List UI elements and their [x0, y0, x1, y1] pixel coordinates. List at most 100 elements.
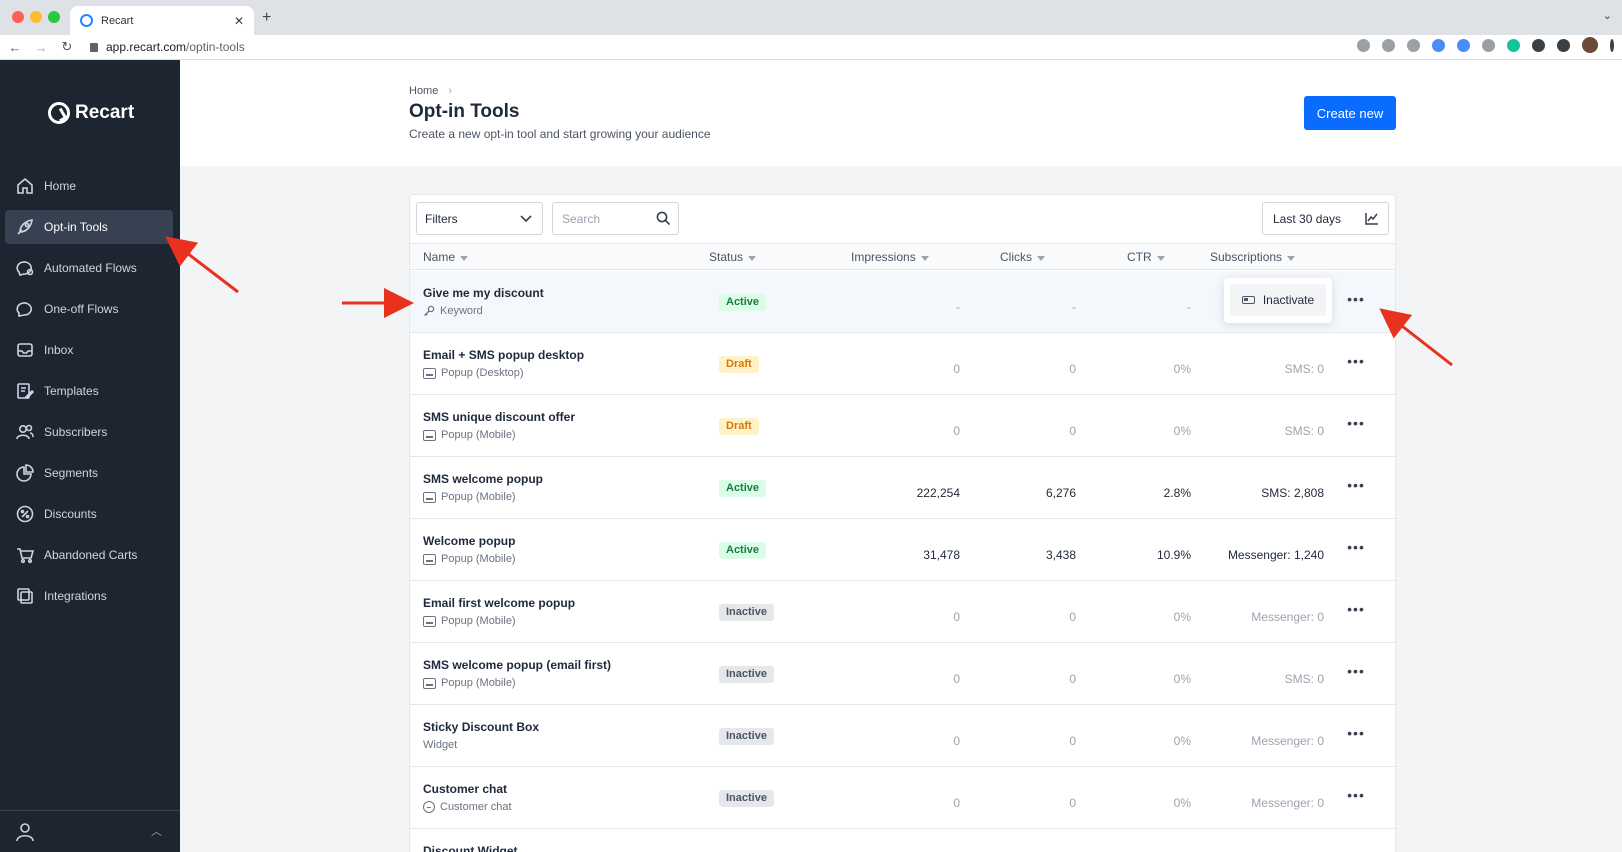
opt-in-tool-name[interactable]: SMS unique discount offer	[423, 410, 575, 424]
opt-in-tool-name[interactable]: Sticky Discount Box	[423, 720, 540, 734]
type-label: Widget	[423, 739, 458, 751]
tab-list-chevron-icon[interactable]: ⌄	[1602, 10, 1612, 22]
puzzle-extensions-icon[interactable]	[1532, 39, 1545, 52]
search-input[interactable]	[553, 203, 648, 234]
more-actions-icon[interactable]: •••	[1347, 291, 1365, 307]
column-header-name[interactable]: Name	[423, 250, 469, 264]
more-actions-icon[interactable]: •••	[1347, 415, 1365, 431]
opt-in-tool-name[interactable]: SMS welcome popup	[423, 472, 544, 486]
table-row[interactable]: SMS welcome popup Popup (Mobile) Active 222…	[410, 457, 1395, 519]
column-header-ctr[interactable]: CTR	[1127, 250, 1165, 264]
status-badge: Inactive	[719, 604, 774, 621]
inactivate-button[interactable]: Inactivate	[1230, 284, 1326, 316]
sidebar-item-subscribers[interactable]: Subscribers	[5, 415, 173, 449]
url-field[interactable]: app.recart.com/optin-tools	[90, 40, 245, 54]
chevron-right-icon: ›	[448, 85, 453, 97]
row-actions-popover: Inactivate	[1224, 278, 1332, 323]
browser-menu-icon[interactable]	[1610, 39, 1614, 52]
opt-in-tool-name[interactable]: Give me my discount	[423, 286, 544, 300]
table-row[interactable]: SMS welcome popup (email first) Popup (Mo…	[410, 643, 1395, 705]
opt-in-tool-name[interactable]: Email + SMS popup desktop	[423, 348, 585, 362]
sidebar-item-abandoned-carts[interactable]: Abandoned Carts	[5, 538, 173, 572]
forward-arrow-icon[interactable]: →	[34, 39, 48, 55]
chat-icon	[423, 801, 435, 813]
ctr-value: 0%	[1173, 796, 1191, 810]
sidebar-item-automated-flows[interactable]: Automated Flows	[5, 251, 173, 285]
chart-line-icon[interactable]	[1365, 212, 1379, 225]
browser-tab[interactable]: Recart ✕	[70, 6, 254, 35]
sidebar-item-integrations[interactable]: Integrations	[5, 579, 173, 613]
more-actions-icon[interactable]: •••	[1347, 787, 1365, 803]
key-icon	[423, 305, 435, 317]
table-row[interactable]: Customer chat Customer chat Inactive 0 0 0% Me…	[410, 767, 1395, 829]
chevron-up-icon[interactable]: ︿	[151, 826, 162, 838]
extension-icon[interactable]	[1457, 39, 1470, 52]
sidebar-item-label: Discounts	[44, 507, 97, 521]
sidebar-item-templates[interactable]: Templates	[5, 374, 173, 408]
profile-avatar[interactable]	[1582, 37, 1598, 53]
sidebar-item-inbox[interactable]: Inbox	[5, 333, 173, 367]
clicks-value: 0	[1069, 734, 1076, 748]
subscriptions-value: Messenger: 1,240	[1227, 548, 1324, 562]
sort-caret-icon	[748, 255, 757, 261]
extension-icon[interactable]	[1482, 39, 1495, 52]
column-label: Impressions	[851, 250, 916, 264]
share-icon[interactable]	[1382, 39, 1395, 52]
more-actions-icon[interactable]: •••	[1347, 601, 1365, 617]
column-header-clicks[interactable]: Clicks	[1000, 250, 1045, 264]
impressions-value: 0	[953, 796, 960, 810]
impressions-value: 0	[953, 362, 960, 376]
table-row[interactable]: Give me my discount Keyword Active - - - Inact…	[410, 271, 1395, 333]
opt-in-tool-name[interactable]: SMS welcome popup (email first)	[423, 658, 612, 672]
opt-in-tool-name[interactable]: Customer chat	[423, 782, 508, 796]
window-maximize-button[interactable]	[48, 11, 60, 23]
grammarly-extension-icon[interactable]	[1507, 39, 1520, 52]
rocket-icon	[15, 217, 35, 237]
recart-extension-icon[interactable]	[1432, 39, 1445, 52]
column-label: CTR	[1127, 250, 1152, 264]
recart-logo[interactable]: Recart	[48, 102, 134, 124]
column-header-status[interactable]: Status	[709, 250, 757, 264]
impressions-value: 31,478	[923, 548, 960, 562]
sidebar-item-home[interactable]: Home	[5, 169, 173, 203]
table-row[interactable]: Email first welcome popup Popup (Mobile) I…	[410, 581, 1395, 643]
search-icon[interactable]	[656, 211, 671, 229]
filters-dropdown[interactable]: Filters	[416, 202, 543, 235]
zoom-icon[interactable]	[1357, 39, 1370, 52]
table-row[interactable]: Discount Widget	[410, 829, 1395, 852]
url-path: /optin-tools	[186, 40, 245, 54]
window-close-button[interactable]	[12, 11, 24, 23]
opt-in-tool-name[interactable]: Discount Widget	[423, 844, 518, 852]
column-header-subscriptions[interactable]: Subscriptions	[1210, 250, 1296, 264]
bookmark-star-icon[interactable]	[1407, 39, 1420, 52]
date-range-selector[interactable]: Last 30 days	[1262, 202, 1389, 235]
sidebar-item-discounts[interactable]: Discounts	[5, 497, 173, 531]
sidebar-item-opt-in-tools[interactable]: Opt-in Tools	[5, 210, 173, 244]
reload-icon[interactable]: ↻	[61, 39, 73, 54]
breadcrumb-home-link[interactable]: Home	[409, 85, 439, 97]
new-tab-icon[interactable]: +	[262, 9, 272, 26]
create-new-button[interactable]: Create new	[1304, 96, 1396, 130]
table-row[interactable]: Welcome popup Popup (Mobile) Active 31,478 3…	[410, 519, 1395, 581]
sidebar-item-segments[interactable]: Segments	[5, 456, 173, 490]
window-minimize-button[interactable]	[30, 11, 42, 23]
sidebar-item-label: One-off Flows	[44, 302, 119, 316]
opt-in-tool-name[interactable]: Welcome popup	[423, 534, 516, 548]
search-box	[552, 202, 679, 235]
column-header-impressions[interactable]: Impressions	[851, 250, 929, 264]
sidebar-item-one-off-flows[interactable]: One-off Flows	[5, 292, 173, 326]
more-actions-icon[interactable]: •••	[1347, 353, 1365, 369]
more-actions-icon[interactable]: •••	[1347, 477, 1365, 493]
close-tab-icon[interactable]: ✕	[233, 13, 244, 28]
more-actions-icon[interactable]: •••	[1347, 663, 1365, 679]
more-actions-icon[interactable]: •••	[1347, 539, 1365, 555]
table-row[interactable]: SMS unique discount offer Popup (Mobile) D…	[410, 395, 1395, 457]
sidepanel-icon[interactable]	[1557, 39, 1570, 52]
user-account-icon[interactable]	[14, 821, 36, 846]
table-row[interactable]: Email + SMS popup desktop Popup (Desktop)…	[410, 333, 1395, 395]
more-actions-icon[interactable]: •••	[1347, 725, 1365, 741]
table-row[interactable]: Sticky Discount Box Widget Inactive 0 0 0% Mes…	[410, 705, 1395, 767]
back-arrow-icon[interactable]: ←	[8, 39, 22, 55]
clicks-value: -	[1072, 300, 1076, 314]
opt-in-tool-name[interactable]: Email first welcome popup	[423, 596, 576, 610]
